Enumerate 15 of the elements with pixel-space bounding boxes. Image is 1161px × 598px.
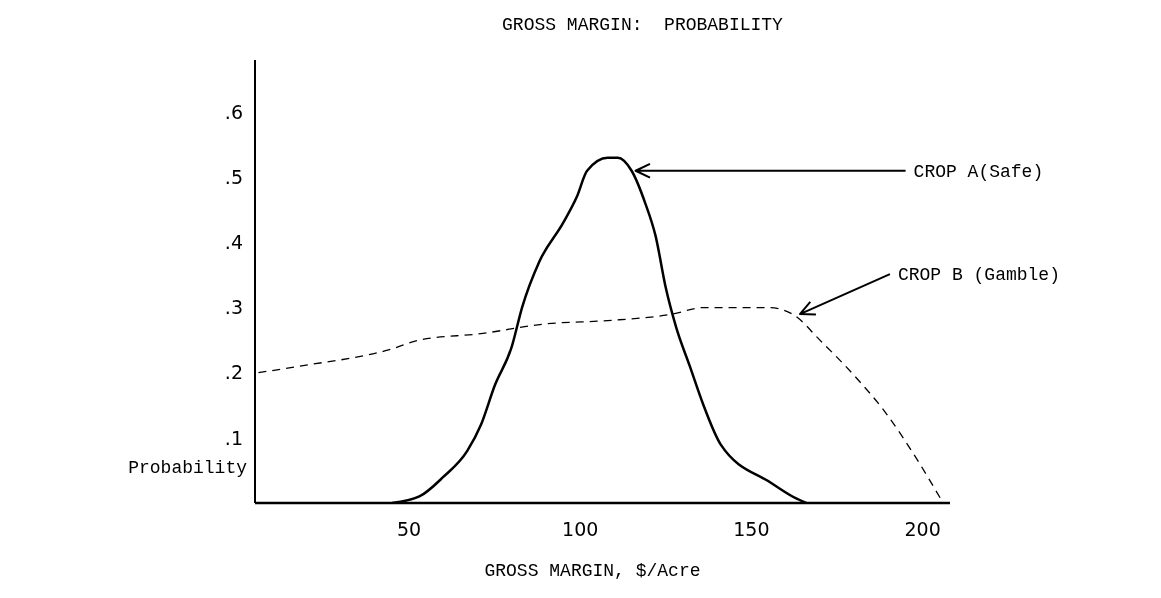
chart-title: GROSS MARGIN: PROBABILITY <box>502 15 784 35</box>
y-tick-label: .1 <box>224 426 243 449</box>
y-tick-label: .3 <box>224 296 243 319</box>
y-tick-label: .6 <box>224 100 243 123</box>
y-axis-title: Probability <box>128 458 248 478</box>
annotation: CROP B (Gamble) <box>897 265 1060 286</box>
x-tick-label: 150 <box>733 518 770 541</box>
x-axis-title: GROSS MARGIN, $/Acre <box>484 561 701 581</box>
y-tick-label: .4 <box>224 231 243 254</box>
y-tick-label: .5 <box>224 166 243 189</box>
annotation: CROP A(Safe) <box>913 161 1044 182</box>
y-tick-label: .2 <box>224 361 243 384</box>
x-tick-label: 100 <box>562 518 599 541</box>
x-tick-label: 200 <box>904 518 941 541</box>
x-tick-label: 50 <box>396 518 422 541</box>
